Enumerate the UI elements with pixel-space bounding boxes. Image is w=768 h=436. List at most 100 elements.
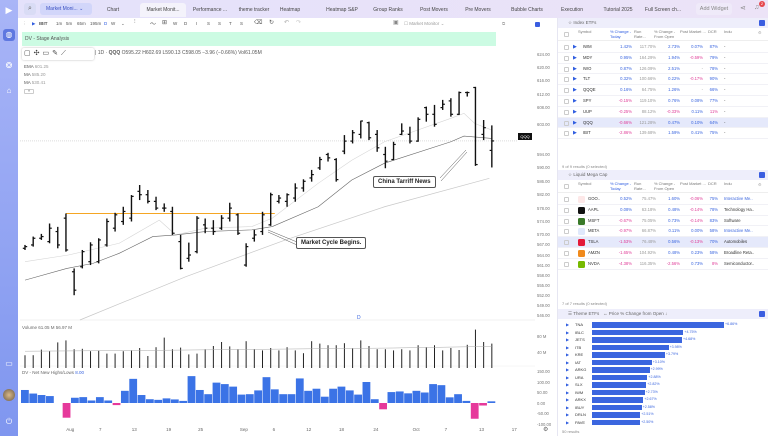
indicators-icon[interactable]: 〜: [150, 22, 157, 28]
tab-heatmap[interactable]: Heatmap: [279, 7, 301, 13]
interval-1m[interactable]: 1m: [56, 21, 63, 26]
table-row[interactable]: GOO.. 0.52% 75.47% 1.60% -0.06% 75% Interactiv…: [558, 194, 768, 205]
theme-bar-row[interactable]: ▶ IBLC +4.75%: [558, 329, 768, 337]
theme-bar-row[interactable]: ▶ IBUY +2.58%: [558, 404, 768, 412]
row-checkbox[interactable]: [564, 109, 569, 115]
theme-bar-row[interactable]: ▶ URA +2.88%: [558, 374, 768, 382]
drawing-tools[interactable]: ▢✣▭✎⟋: [22, 48, 94, 60]
play-icon[interactable]: ▶: [566, 412, 570, 417]
link-color-square[interactable]: [759, 172, 765, 178]
add-widget-button[interactable]: Add Widget: [696, 3, 732, 15]
undo-icon[interactable]: ↶: [284, 20, 290, 26]
tab-market-monit[interactable]: Market Monit...: [140, 3, 186, 17]
tab-post-movers[interactable]: Post Movers: [420, 7, 448, 13]
drag-handle-icon[interactable]: ⋮: [22, 21, 27, 26]
tab-heatmap-s-p[interactable]: Heatmap S&P: [326, 7, 358, 13]
link-color-square[interactable]: [535, 22, 540, 27]
play-icon[interactable]: ▶: [566, 389, 570, 395]
column-header[interactable]: Run Rate...: [634, 181, 646, 191]
theme-bar-row[interactable]: ▶ SLX +2.82%: [558, 381, 768, 389]
templates-icon[interactable]: ⊞: [162, 20, 168, 26]
play-icon[interactable]: ▶: [573, 108, 577, 115]
table-row[interactable]: META -0.97% 66.87% 0.11% 0.00% 58% Interactive…: [558, 226, 768, 238]
home-icon[interactable]: ⌂: [6, 86, 12, 95]
workspace-select[interactable]: Market Moni... ⌄: [40, 3, 92, 15]
interval-d[interactable]: D: [104, 21, 108, 26]
column-header[interactable]: DCR: [708, 181, 717, 186]
redo-icon[interactable]: ↷: [296, 20, 302, 26]
play-icon[interactable]: ▶: [566, 322, 570, 327]
row-checkbox[interactable]: [564, 240, 569, 246]
row-checkbox[interactable]: [564, 88, 569, 94]
table-row[interactable]: TSLA -1.53% 76.48% 0.56% -0.13% 70% Automobile…: [558, 237, 768, 248]
globe-icon[interactable]: ◍: [3, 29, 15, 41]
row-checkbox[interactable]: [564, 77, 569, 83]
tab-chart[interactable]: Chart: [106, 7, 120, 13]
annotation-market-cycle[interactable]: Market Cycle Begins.: [296, 237, 367, 249]
theme-bar-row[interactable]: ▶ JETS +4.68%: [558, 336, 768, 344]
play-icon[interactable]: ▶: [566, 367, 570, 372]
play-icon[interactable]: ▶: [566, 374, 570, 380]
table-row[interactable]: ▶ MDY 0.95% 164.29% 1.94% -0.59% 79% -: [558, 53, 768, 64]
rectangle-tool-icon[interactable]: ▢: [24, 50, 34, 57]
star-icon[interactable]: ☆: [568, 172, 573, 177]
metric-select[interactable]: Price % Change from Open: [608, 311, 664, 316]
tab-group-ranks[interactable]: Group Ranks: [373, 7, 403, 13]
row-checkbox[interactable]: [564, 251, 569, 256]
column-header[interactable]: Run Rate...: [634, 29, 646, 39]
theme-bar-row[interactable]: ▶ DRLN +2.51%: [558, 411, 768, 419]
play-icon[interactable]: ▶: [566, 404, 570, 410]
play-icon[interactable]: ▶: [573, 98, 577, 104]
column-header[interactable]: % Change - Today: [610, 181, 632, 191]
table-row[interactable]: AAPL 0.08% 63.18% 0.48% -0.14% 78% Technology …: [558, 205, 768, 216]
row-checkbox[interactable]: [564, 99, 569, 104]
tab-performance[interactable]: Performance ...: [192, 7, 228, 13]
toolbar-letter-d[interactable]: D: [184, 21, 188, 26]
chevron-down-icon[interactable]: ⌄: [121, 21, 125, 26]
bell-icon[interactable]: ♫: [754, 4, 760, 11]
play-icon[interactable]: ▶: [573, 65, 577, 72]
collapse-legend-button[interactable]: ^: [24, 89, 34, 94]
table-row[interactable]: ▶ IBIT -2.86% 139.68% 1.59% 0.41% 75% -: [558, 128, 768, 140]
table-row[interactable]: AMZN -1.65% 104.92% 0.48% 0.23% 58% Broadline …: [558, 248, 768, 259]
play-icon[interactable]: ▶: [573, 44, 577, 50]
tab-theme-tracker[interactable]: theme tracker: [238, 7, 270, 13]
tab-execution[interactable]: Execution: [561, 7, 583, 13]
tab-pre-movers[interactable]: Pre Movers: [465, 7, 491, 13]
avatar[interactable]: [3, 389, 15, 401]
select-all-checkbox[interactable]: [564, 184, 569, 189]
table-row[interactable]: ▶ TLT 0.32% 100.66% 0.22% -0.17% 90% -: [558, 74, 768, 86]
link-color-square[interactable]: [759, 20, 765, 26]
interval-195m[interactable]: 195m: [90, 21, 102, 26]
column-header[interactable]: Indu: [724, 29, 732, 34]
play-icon[interactable]: ▶: [573, 130, 577, 137]
theme-bar-row[interactable]: ▶ KRE +3.79%: [558, 351, 768, 359]
interval-65m[interactable]: 65m: [77, 21, 86, 26]
brush-tool-icon[interactable]: ✎: [52, 50, 61, 57]
toolbar-letter-s3[interactable]: S: [240, 21, 244, 26]
play-icon[interactable]: ▶: [566, 382, 570, 387]
pattern-tool-icon[interactable]: ✣: [33, 50, 43, 57]
interval-5m[interactable]: 5m: [66, 21, 73, 26]
table-row[interactable]: ▶ SPY -0.15% 119.10% 0.76% 0.08% 77% -: [558, 96, 768, 107]
share-icon[interactable]: ⋖: [740, 5, 746, 12]
column-header[interactable]: Post Market ...: [680, 29, 706, 34]
tab-full-screen-ch[interactable]: Full Screen ch...: [644, 7, 682, 13]
row-checkbox[interactable]: [564, 131, 569, 137]
play-icon[interactable]: ▶: [566, 359, 570, 365]
table-row[interactable]: NVDA -4.38% 116.35% -2.56% 0.73% 8% Semiconduc…: [558, 259, 768, 270]
row-checkbox[interactable]: [564, 207, 569, 213]
theme-bar-row[interactable]: ▶ TNA +6.86%: [558, 321, 768, 329]
theme-bar-row[interactable]: ▶ ARKX +2.67%: [558, 396, 768, 404]
play-icon[interactable]: ▶: [566, 329, 570, 335]
settings-icon[interactable]: ⚙: [758, 182, 762, 187]
callout-tool-icon[interactable]: ▭: [42, 50, 53, 57]
table-row[interactable]: ▶ QQQ -0.66% 121.28% 0.47% 0.10% 64% -: [558, 117, 768, 129]
link-color-square[interactable]: [759, 311, 765, 317]
row-checkbox[interactable]: [564, 197, 569, 202]
row-checkbox[interactable]: [564, 66, 569, 72]
play-icon[interactable]: ▶: [573, 76, 577, 83]
symbol-input[interactable]: IBIT: [39, 21, 48, 26]
layout-select[interactable]: ☐ Market Monitor ⌄: [404, 21, 445, 26]
